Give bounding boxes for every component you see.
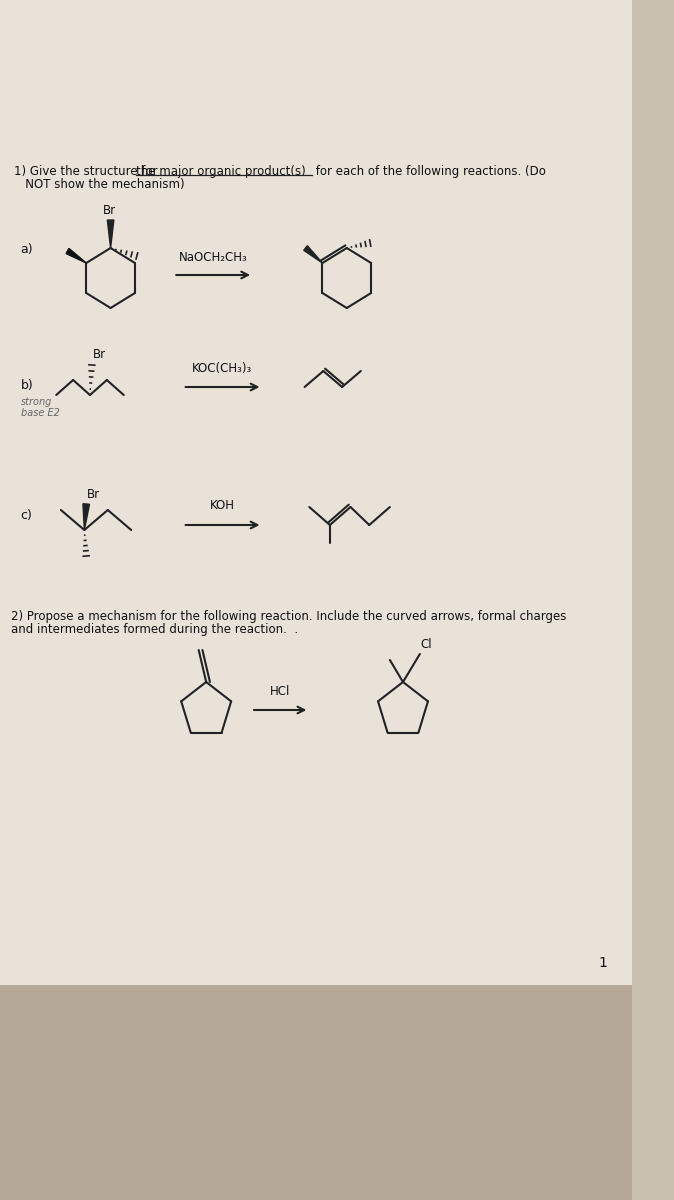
Bar (0, 220, 632, 980)
Bar (0, 990, 632, 1200)
Text: KOC(CH₃)₃: KOC(CH₃)₃ (192, 362, 252, 374)
Text: c): c) (21, 509, 32, 522)
Text: Br: Br (103, 204, 116, 216)
Polygon shape (107, 220, 114, 248)
Text: strong: strong (21, 397, 52, 407)
Text: NOT show the mechanism): NOT show the mechanism) (14, 178, 185, 191)
Text: HCl: HCl (270, 685, 290, 698)
Text: b): b) (21, 378, 34, 391)
Bar (0, 0, 632, 985)
Text: for each of the following reactions. (Do: for each of the following reactions. (Do (312, 164, 546, 178)
Text: NaOCH₂CH₃: NaOCH₂CH₃ (179, 251, 248, 264)
Text: 1: 1 (599, 956, 607, 970)
Text: 2) Propose a mechanism for the following reaction. Include the curved arrows, fo: 2) Propose a mechanism for the following… (11, 610, 567, 623)
Text: Br: Br (93, 348, 106, 361)
Polygon shape (304, 246, 322, 263)
Text: Cl: Cl (421, 637, 433, 650)
Text: base E2: base E2 (21, 408, 59, 418)
Polygon shape (66, 248, 86, 263)
Text: KOH: KOH (210, 499, 235, 512)
Text: and intermediates formed during the reaction.  .: and intermediates formed during the reac… (11, 623, 299, 636)
Text: Br: Br (87, 487, 100, 500)
Bar (0, 985, 632, 1200)
Polygon shape (83, 504, 90, 530)
Text: the major organic product(s): the major organic product(s) (136, 164, 305, 178)
Text: a): a) (21, 244, 33, 257)
Text: 1) Give the structure for: 1) Give the structure for (14, 164, 162, 178)
Bar (0, 0, 632, 220)
